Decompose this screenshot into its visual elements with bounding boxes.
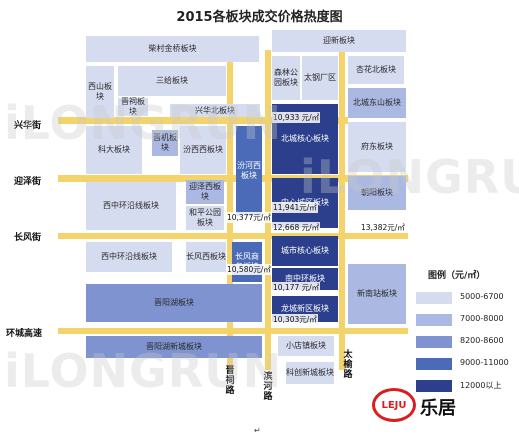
price-tag: 13,382元/㎡ (360, 222, 406, 233)
road-binhe (265, 50, 271, 370)
road-label-changfeng: 长风街 (14, 233, 42, 243)
block-fenxi-west: 汾西西板块 (180, 126, 226, 174)
block-zhaoyang: 朝阳板块 (348, 176, 406, 210)
legend-item: 7000-8000 (416, 310, 512, 328)
block-yingze-north: 迎新板块 (272, 30, 406, 52)
legend-item: 8200-8600 (416, 332, 512, 350)
road-label-jinci: 晋祠路 (225, 366, 235, 396)
block-taigang: 太钢厂区 (302, 56, 338, 100)
price-tag: 10,377元/㎡ (226, 212, 272, 223)
legend-swatch (416, 336, 452, 348)
legend-label: 7000-8000 (460, 314, 504, 323)
legend-item: 12000以上 (416, 376, 512, 394)
block-xishan: 西山板块 (86, 66, 114, 118)
block-fudong: 府东板块 (348, 122, 406, 172)
block-xinghua-north: 兴华北板块 (170, 104, 260, 117)
road-label-xinghua: 兴华街 (14, 121, 42, 131)
block-xinghuabei: 杏花北板块 (348, 56, 404, 84)
block-changfeng-business: 长风商务板块 (232, 242, 262, 282)
block-xizhonghuan: 西中环沿线板块 (86, 182, 176, 230)
leju-logo: LEJU (372, 388, 416, 422)
road-changfeng (58, 233, 408, 239)
legend-label: 9000-11000 (460, 358, 509, 367)
road-huancheng (58, 328, 408, 334)
road-label-binhe: 滨河路 (263, 372, 273, 402)
map-title: 2015各板块成交价格热度图 (176, 10, 343, 25)
block-xizhonghuan-2: 西中环沿线板块 (86, 242, 172, 272)
block-beicheng-east: 北城东山板块 (348, 88, 406, 118)
legend-swatch (416, 292, 452, 304)
price-tag: 12,668 元/㎡ (272, 222, 321, 233)
footmark: ↵ (254, 426, 261, 435)
price-tag: 11,941元/㎡ (272, 202, 318, 213)
block-keda: 科大板块 (86, 126, 142, 174)
block-xinnan: 新南站板块 (348, 264, 406, 324)
road-xinghua (58, 117, 348, 124)
road-label-yingze: 迎泽街 (14, 177, 42, 187)
watermark-top: iLONGRUN (4, 96, 283, 150)
legend-swatch (416, 380, 452, 392)
road-yingze (58, 175, 408, 182)
legend-label: 12000以上 (460, 381, 502, 390)
block-jinci: 晋祠板块 (118, 97, 148, 116)
price-tag: 10,933 元/㎡ (272, 112, 321, 123)
block-changfeng-west: 长风西板块 (186, 242, 226, 272)
legend-swatch (416, 358, 452, 370)
block-xiaodian: 小店镇板块 (278, 336, 334, 356)
legend-label: 8200-8600 (460, 336, 504, 345)
block-senlin: 森林公园板块 (272, 56, 300, 100)
legend-swatch (416, 314, 452, 326)
block-fenhe-west: 汾河西板块 (236, 126, 262, 216)
road-jinci (227, 50, 233, 370)
block-sanjiao: 三给板块 (118, 66, 226, 96)
legend-title: 图例（元/㎡） (428, 271, 486, 281)
price-tag: 10,303元/㎡ (272, 314, 318, 325)
block-jinyanghu: 晋阳湖板块 (86, 284, 262, 322)
road-label-huancheng: 环城高速 (6, 329, 43, 339)
block-yingze-west: 迎泽西板块 (186, 180, 224, 204)
block-chaiyuan: 柴村金桥板块 (86, 36, 259, 62)
price-tag: 10,580元/㎡ (226, 264, 272, 275)
block-jinyanghu-new: 晋阳湖新城板块 (86, 336, 262, 358)
road-label-taiyu: 太榆路 (343, 350, 353, 380)
block-jinji: 晋机板块 (152, 130, 178, 156)
watermark-right: iLONGRUN (300, 150, 519, 204)
road-taiyu (339, 50, 345, 370)
legend-label: 5000-6700 (460, 292, 504, 301)
legend-item: 9000-11000 (416, 354, 512, 372)
price-tag: 10,177 元/㎡ (272, 282, 321, 293)
watermark-bottom: iLONGRUN (4, 344, 283, 398)
block-heping-west: 和平公园板块 (186, 206, 224, 230)
block-city-core: 城市核心板块 (272, 236, 338, 266)
block-kechuang: 科创新城板块 (286, 362, 334, 384)
leju-name: 乐居 (420, 398, 456, 419)
legend-item: 5000-6700 (416, 288, 512, 306)
